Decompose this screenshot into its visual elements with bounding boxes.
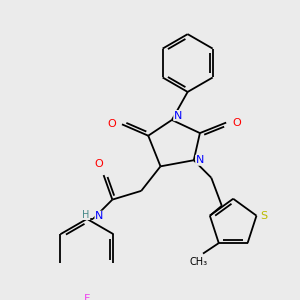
Text: CH₃: CH₃ — [190, 257, 208, 267]
Text: O: O — [95, 159, 103, 169]
Text: N: N — [196, 155, 204, 165]
Text: O: O — [232, 118, 241, 128]
Text: O: O — [107, 119, 116, 129]
Text: S: S — [260, 211, 267, 221]
Text: F: F — [84, 294, 90, 300]
Text: H: H — [82, 209, 90, 220]
Text: N: N — [95, 211, 103, 221]
Text: N: N — [174, 111, 182, 121]
